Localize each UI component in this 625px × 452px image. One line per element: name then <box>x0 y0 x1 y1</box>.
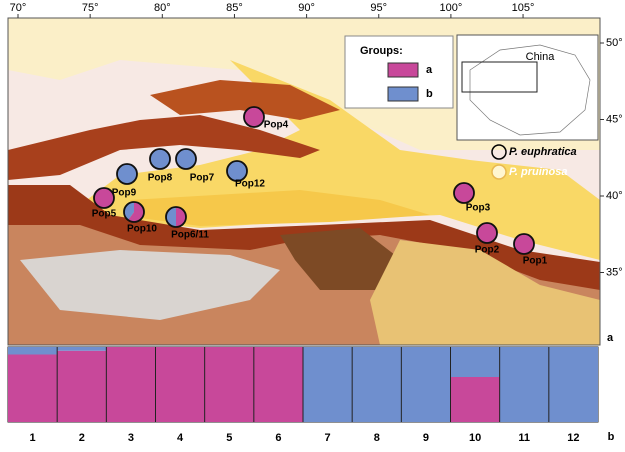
population-label: Pop9 <box>112 188 137 199</box>
cluster-label: 5 <box>226 432 232 444</box>
lon-tick-label: 80° <box>154 2 171 14</box>
figure: Groups: China a b P. euphratica P. pruin… <box>0 0 625 447</box>
species-marker <box>492 165 506 179</box>
lon-tick-label: 75° <box>82 2 99 14</box>
cluster-label: 11 <box>518 432 530 444</box>
population-label: Pop5 <box>92 209 117 220</box>
ancestry-bar <box>57 347 106 351</box>
legend-swatch <box>388 87 418 101</box>
cluster-label: 7 <box>325 432 331 444</box>
population-label: Pop2 <box>475 245 500 256</box>
lon-tick-label: 90° <box>298 2 315 14</box>
cluster-label: 3 <box>128 432 134 444</box>
ancestry-bar <box>254 347 303 422</box>
lon-tick-label: 100° <box>440 2 463 14</box>
legend-swatch <box>388 63 418 77</box>
population-label: Pop12 <box>235 179 265 190</box>
population-label: Pop10 <box>127 224 157 235</box>
lon-tick-label: 70° <box>10 2 27 14</box>
lat-tick-label: 40° <box>606 190 623 202</box>
population-label: Pop3 <box>466 203 491 214</box>
ancestry-bar <box>106 347 155 422</box>
lon-tick-label: 95° <box>370 2 387 14</box>
ancestry-bar <box>8 347 57 355</box>
population-label: Pop6/11 <box>171 230 209 241</box>
cluster-label: 4 <box>177 432 184 444</box>
cluster-label: 1 <box>30 432 36 444</box>
population-label: Pop1 <box>523 256 548 267</box>
ancestry-bar <box>401 347 450 422</box>
panel-label: b <box>608 431 615 443</box>
population-label: Pop7 <box>190 173 215 184</box>
legend-label: b <box>426 88 433 100</box>
ancestry-bar <box>205 347 254 422</box>
ancestry-bar <box>352 347 401 422</box>
ancestry-bar <box>57 351 106 422</box>
lat-tick-label: 35° <box>606 266 623 278</box>
ancestry-bar <box>451 377 500 422</box>
lat-tick-label: 45° <box>606 113 623 125</box>
cluster-label: 12 <box>567 432 579 444</box>
cluster-label: 8 <box>374 432 380 444</box>
population-label: Pop8 <box>148 173 173 184</box>
panel-label: a <box>607 332 614 344</box>
cluster-label: 6 <box>275 432 281 444</box>
ancestry-bar <box>500 347 549 422</box>
cluster-label: 10 <box>469 432 481 444</box>
ancestry-bar <box>303 347 352 422</box>
species-label: P. euphratica <box>509 146 577 158</box>
ancestry-bar <box>451 347 500 377</box>
population-label: Pop4 <box>264 120 289 131</box>
inset-label: China <box>526 51 556 63</box>
lon-tick-label: 105° <box>512 2 535 14</box>
legend-title: Groups: <box>360 45 403 57</box>
legend-label: a <box>426 64 433 76</box>
lat-tick-label: 50° <box>606 37 623 49</box>
ancestry-bar <box>8 355 57 423</box>
lon-tick-label: 85° <box>226 2 243 14</box>
ancestry-bar <box>549 347 598 422</box>
ancestry-bar <box>156 347 205 422</box>
cluster-label: 2 <box>79 432 85 444</box>
species-label: P. pruinosa <box>509 166 567 178</box>
cluster-label: 9 <box>423 432 429 444</box>
